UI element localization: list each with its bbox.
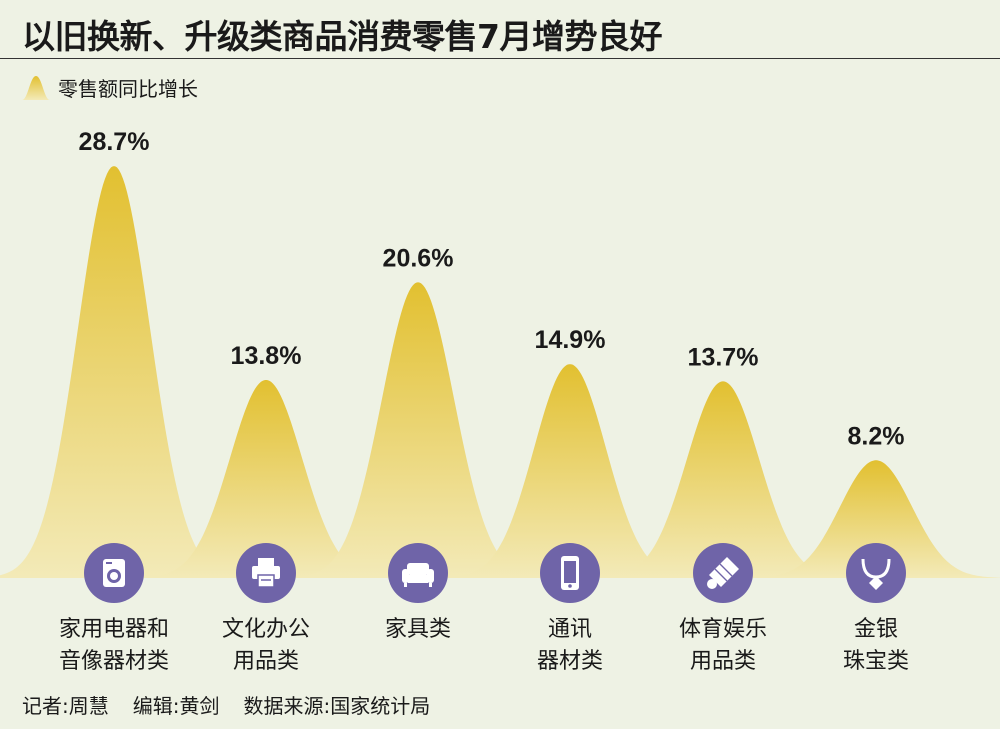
peak-4 <box>445 364 695 578</box>
credit-source: 数据来源:国家统计局 <box>243 694 431 718</box>
peak-6 <box>751 460 1000 578</box>
legend: 零售额同比增长 <box>22 70 198 104</box>
category-label: 用品类 <box>233 649 299 674</box>
category-label: 通讯 <box>548 617 592 642</box>
category-label: 器材类 <box>537 649 603 674</box>
category-label: 家具类 <box>385 617 451 642</box>
value-label: 8.2% <box>848 422 905 450</box>
category-label: 音像器材类 <box>59 649 169 674</box>
value-label: 14.9% <box>535 326 606 354</box>
peak-5 <box>598 381 848 578</box>
printer-icon <box>236 543 296 603</box>
peak-3 <box>293 282 543 578</box>
legend-swatch-icon <box>22 76 50 100</box>
necklace-icon <box>846 543 906 603</box>
category-label: 金银 <box>854 617 898 642</box>
sofa-icon <box>388 543 448 603</box>
value-label: 13.8% <box>231 342 302 370</box>
washing-machine-icon <box>84 543 144 603</box>
value-label: 28.7% <box>79 128 150 156</box>
category-label: 珠宝类 <box>843 649 909 674</box>
peak-2 <box>141 380 391 578</box>
shuttlecock-icon <box>693 543 753 603</box>
value-label: 20.6% <box>383 244 454 272</box>
mobile-phone-icon <box>540 543 600 603</box>
chart-title: 以旧换新、升级类商品消费零售7月增势良好 <box>22 17 662 56</box>
credit-reporter: 记者:周慧 <box>22 694 109 718</box>
category-label: 用品类 <box>690 649 756 674</box>
peak-1 <box>0 166 239 578</box>
value-label: 13.7% <box>688 343 759 371</box>
category-label: 家用电器和 <box>59 617 169 642</box>
legend-label: 零售额同比增长 <box>58 76 198 101</box>
category-label: 体育娱乐 <box>679 617 767 642</box>
credit-editor: 编辑:黄剑 <box>132 694 220 718</box>
credits: 记者:周慧 编辑:黄剑 数据来源:国家统计局 <box>22 690 430 719</box>
category-label: 文化办公 <box>222 617 310 642</box>
title-divider <box>0 58 1000 59</box>
